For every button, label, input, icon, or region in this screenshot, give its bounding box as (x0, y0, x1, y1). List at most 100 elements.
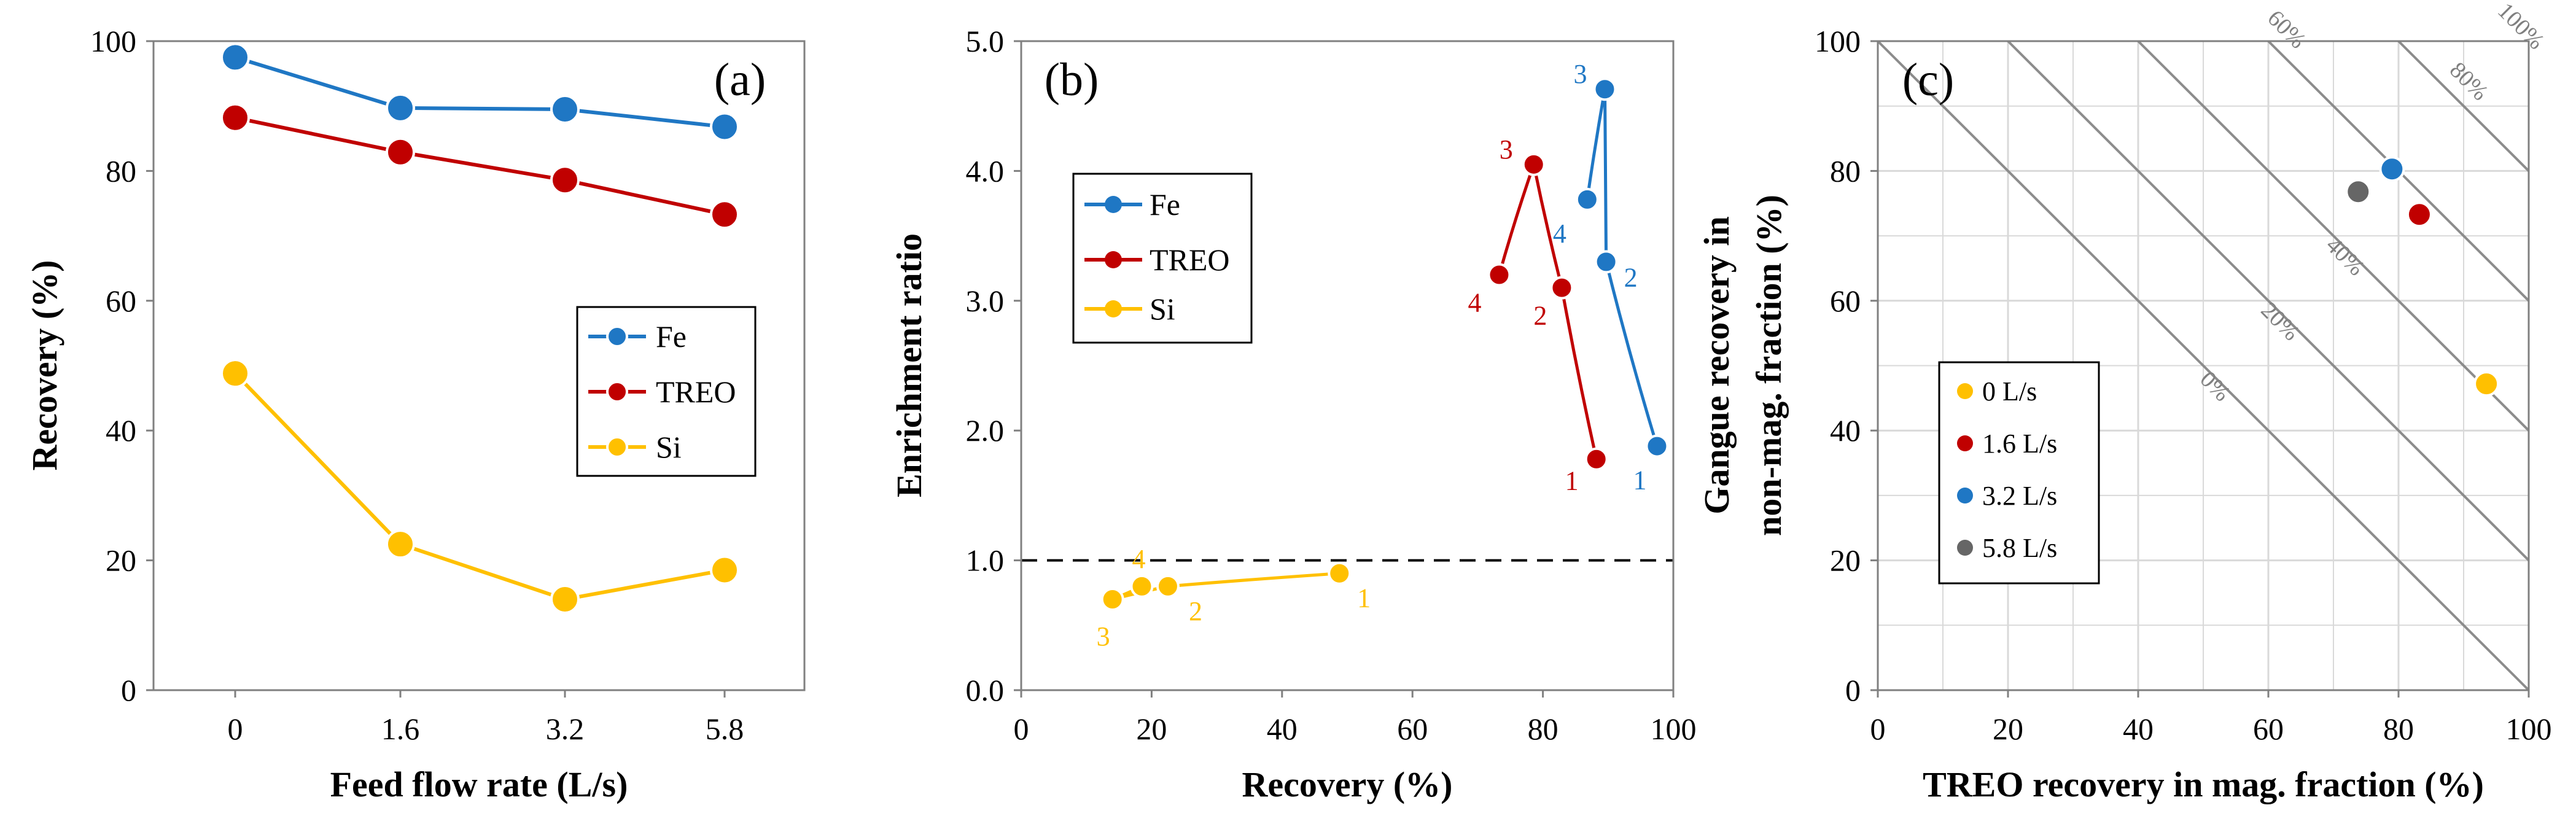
panel-c-legend-0-text: 0 L/s (1982, 376, 2037, 406)
panel-c-efficiency-line (2137, 40, 2530, 432)
panel-a-point-si (710, 555, 739, 585)
panel-c-efficiency-line (1877, 40, 2530, 691)
panel-c-legend-2-marker (1957, 488, 1973, 503)
panel-a-point-treo (386, 137, 415, 167)
panel-b-point-si (1156, 574, 1180, 598)
panel-a-legend-si-marker (606, 436, 628, 458)
panel-c-ytick-label: 20 (1830, 543, 1861, 578)
panel-a-point-treo (550, 165, 580, 195)
panel-c-efficiency-label: 40% (2321, 232, 2370, 281)
panel-b-ytick-label: 5.0 (966, 24, 1005, 58)
panel-a-point-si (386, 529, 415, 559)
panel-c-ytick-label: 100 (1815, 24, 1861, 58)
panel-c-xlabel: TREO recovery in mag. fraction (%) (1923, 764, 2484, 804)
panel-b-xtick-label: 0 (1014, 712, 1029, 746)
panel-c-efficiency-label: 20% (2256, 297, 2305, 346)
panel-a-plot-frame (152, 40, 806, 691)
panel-a-marks: 0 20 40 60 80 100 0 1.6 3.2 5.8 (90, 24, 744, 746)
panel-b-point-label-treo: 2 (1533, 301, 1547, 331)
panel-b-point-treo (1487, 263, 1511, 287)
panel-b-ylabel: Enrichment ratio (889, 233, 929, 497)
panel-c-xtick-label: 60 (2253, 712, 2284, 746)
panel-c-plot-frame (1877, 40, 2530, 691)
panel-b-ytick-label: 3.0 (966, 284, 1005, 318)
panel-a-point-fe (710, 112, 739, 142)
panel-b-point-label-treo: 4 (1468, 288, 1481, 318)
panel-a-xtick-label: 0 (228, 712, 243, 746)
panel-c-efficiency-label: 80% (2445, 57, 2493, 106)
panel-b-marks: 0.0 1.0 2.0 3.0 4.0 5.0 0 20 40 60 80 100 1 2 3 4 1 2 3 4 1 2… (966, 24, 1697, 746)
panel-b-point-si (1100, 588, 1124, 612)
panel-b-point-treo (1550, 276, 1574, 300)
panel-c-xtick-label: 100 (2506, 712, 2552, 746)
panel-b-point-label-fe: 3 (1573, 59, 1587, 89)
panel-a-ytick-label: 80 (106, 154, 136, 188)
panel-b-xtick-label: 40 (1267, 712, 1298, 746)
panel-b-ytick-label: 4.0 (966, 154, 1005, 188)
panel-a: 0 20 40 60 80 100 0 1.6 3.2 5.8 (a) Feed flow rat… (25, 24, 806, 804)
panel-a-ytick-label: 40 (106, 413, 136, 448)
panel-b-legend: Fe TREO Si (1072, 173, 1253, 344)
panel-b-point-label-si: 3 (1097, 621, 1110, 651)
panel-a-ytick-label: 60 (106, 284, 136, 318)
panel-c-legend-0-marker (1957, 383, 1973, 399)
panel-a-point-si (550, 585, 580, 615)
panel-b-ytick-label: 2.0 (966, 413, 1005, 448)
panel-a-point-treo (220, 103, 250, 133)
panel-a-legend-treo-text: TREO (656, 375, 736, 409)
panel-a-point-fe (550, 94, 580, 124)
panel-b-legend-si-text: Si (1150, 292, 1175, 326)
panel-b-point-si (1130, 574, 1154, 598)
panel-a-point-fe (220, 42, 250, 72)
panel-c-legend-2-text: 3.2 L/s (1982, 481, 2057, 511)
panel-b-point-label-treo: 3 (1500, 134, 1513, 165)
panel-b-point-label-treo: 1 (1565, 466, 1579, 496)
panel-a-xtick-label: 5.8 (706, 712, 744, 746)
panel-c-ytick-label: 60 (1830, 284, 1861, 318)
panel-b-point-fe (1575, 187, 1599, 211)
panel-b-point-label-si: 4 (1132, 544, 1145, 574)
panel-c-legend-3-marker (1957, 540, 1973, 556)
panel-a-point-fe (386, 93, 415, 123)
panel-a-legend-fe-marker (606, 325, 628, 348)
panel-b-legend-fe-text: Fe (1150, 187, 1180, 222)
panel-c: 0% 20% 40% 60% 80%100% 0 20 40 60 80 100 0 20 40 60 80 1… (1697, 0, 2552, 804)
panel-c-efficiency-label: 60% (2262, 5, 2311, 53)
panel-c-xtick-label: 20 (1993, 712, 2023, 746)
panel-b-point-label-fe: 2 (1624, 262, 1638, 292)
panel-a-ytick-label: 0 (121, 673, 136, 707)
panel-b-point-label-fe: 1 (1633, 465, 1646, 496)
panel-a-point-si (220, 359, 250, 389)
panel-c-legend: 0 L/s 1.6 L/s 3.2 L/s 5.8 L/s (1938, 361, 2100, 585)
panel-a-label: (a) (714, 54, 766, 106)
panel-c-point-fe (2379, 156, 2405, 182)
panel-a-point-treo (710, 200, 739, 230)
panel-b-point-label-si: 2 (1189, 596, 1202, 626)
panel-a-ytick-label: 20 (106, 543, 136, 578)
panel-b-point-si (1328, 561, 1352, 585)
panel-c-efficiency-line (2007, 40, 2530, 562)
panel-b-xlabel: Recovery (%) (1242, 764, 1453, 804)
panel-b-point-fe (1645, 434, 1669, 458)
panel-b-series-fe-line (1586, 88, 1659, 447)
panel-b-point-label-si: 1 (1357, 583, 1371, 613)
panel-b-point-treo (1584, 447, 1608, 471)
panel-c-efficiency-label: 0% (2195, 367, 2235, 407)
panel-c-ytick-label: 40 (1830, 413, 1861, 448)
panel-c-point-si (2473, 371, 2500, 397)
panel-c-ylabel-line1: Gangue recovery in (1697, 216, 1737, 514)
panel-b-legend-treo-marker (1105, 251, 1122, 268)
panel-b-point-treo (1522, 152, 1546, 176)
panel-c-ylabel-line2: non-mag. fraction (%) (1749, 195, 1789, 536)
panel-a-series-fe-line (235, 55, 725, 129)
panel-a-xlabel: Feed flow rate (L/s) (330, 764, 628, 804)
panel-b-point-fe (1594, 250, 1618, 274)
panel-b-series-treo-line (1498, 158, 1598, 460)
panel-b-ytick-label: 1.0 (966, 543, 1005, 578)
panel-b-plot-frame (1020, 40, 1675, 691)
panel-a-legend-fe-text: Fe (656, 319, 687, 354)
panel-c-xtick-label: 0 (1870, 712, 1886, 746)
panel-c-legend-3-text: 5.8 L/s (1982, 533, 2057, 563)
panel-c-legend-1-text: 1.6 L/s (1982, 429, 2057, 459)
panel-b: 0.0 1.0 2.0 3.0 4.0 5.0 0 20 40 60 80 100 1 2 3 4 1 2 3 4 1 2… (889, 24, 1697, 804)
